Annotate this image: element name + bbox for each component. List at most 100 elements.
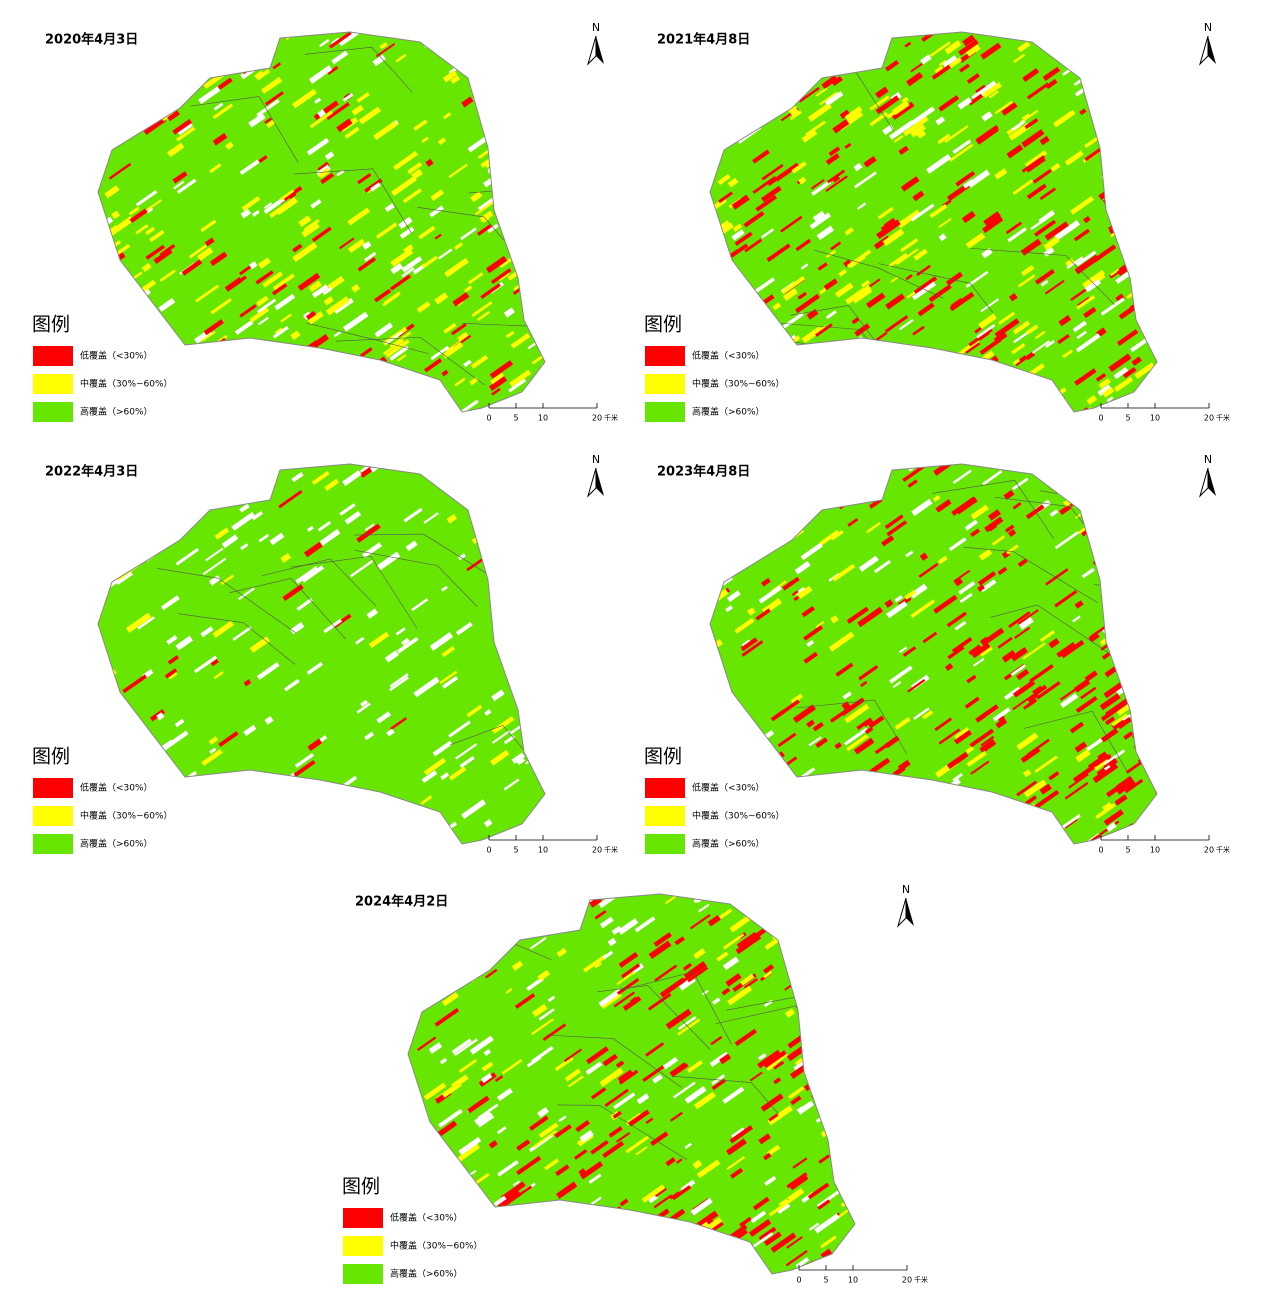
scale-label: 20 bbox=[1204, 846, 1214, 855]
cover-patch bbox=[1058, 315, 1072, 327]
cover-patch bbox=[1147, 140, 1157, 158]
cover-patch bbox=[689, 914, 711, 930]
cover-patch bbox=[938, 217, 952, 229]
cover-patch bbox=[1122, 366, 1137, 379]
cover-patch bbox=[362, 241, 372, 250]
cover-patch bbox=[714, 108, 733, 123]
cover-patch bbox=[267, 379, 289, 397]
cover-patch bbox=[329, 399, 352, 412]
cover-patch bbox=[1143, 139, 1155, 149]
cover-patch bbox=[986, 404, 1001, 412]
cover-patch bbox=[852, 287, 873, 304]
cover-patch bbox=[847, 518, 859, 527]
cover-patch bbox=[1083, 306, 1097, 319]
cover-patch bbox=[695, 1232, 707, 1242]
cover-patch bbox=[590, 1140, 609, 1155]
cover-patch bbox=[429, 632, 454, 651]
cover-patch bbox=[776, 61, 801, 80]
cover-patch bbox=[290, 826, 310, 841]
cover-patch bbox=[1161, 94, 1175, 105]
cover-patch bbox=[208, 736, 219, 745]
cover-patch bbox=[647, 1250, 669, 1267]
scale-label: 5 bbox=[513, 414, 518, 423]
cover-patch bbox=[730, 917, 748, 932]
cover-patch bbox=[544, 1158, 559, 1171]
cover-patch bbox=[1096, 543, 1115, 559]
cover-patch bbox=[645, 1117, 654, 1125]
cover-patch bbox=[733, 296, 743, 305]
cover-patch bbox=[125, 612, 152, 633]
cover-patch bbox=[800, 542, 823, 561]
cover-patch bbox=[677, 1016, 697, 1030]
cover-patch bbox=[431, 978, 444, 989]
cover-patch bbox=[450, 75, 461, 85]
cover-patch bbox=[944, 663, 954, 671]
cover-patch bbox=[408, 1122, 425, 1137]
cover-patch bbox=[303, 218, 320, 232]
cover-patch bbox=[179, 56, 204, 76]
cover-patch bbox=[791, 822, 805, 834]
cover-patch bbox=[607, 1242, 624, 1257]
cover-patch bbox=[741, 894, 751, 902]
cover-patch bbox=[339, 503, 356, 516]
cover-patch bbox=[1013, 330, 1031, 344]
cover-patch bbox=[952, 139, 972, 155]
cover-patch bbox=[965, 232, 986, 249]
cover-patch bbox=[580, 1213, 602, 1230]
cover-patch bbox=[594, 962, 602, 969]
cover-patch bbox=[1106, 520, 1131, 539]
cover-patch bbox=[1088, 631, 1100, 643]
cover-patch bbox=[617, 918, 639, 935]
cover-patch bbox=[516, 207, 531, 220]
cover-patch bbox=[360, 699, 369, 707]
cover-patch bbox=[504, 46, 518, 57]
cover-patch bbox=[676, 1158, 683, 1164]
cover-patch bbox=[318, 38, 330, 48]
cover-patch bbox=[1021, 264, 1035, 277]
cover-patch bbox=[317, 787, 332, 800]
cover-patch bbox=[522, 55, 542, 72]
legend-swatch bbox=[343, 1236, 383, 1256]
cover-patch bbox=[898, 145, 909, 156]
cover-patch bbox=[1049, 509, 1059, 518]
cover-patch bbox=[438, 1249, 459, 1267]
cover-patch bbox=[955, 384, 978, 402]
cover-patch bbox=[214, 527, 230, 540]
cover-patch bbox=[778, 1198, 789, 1207]
cover-patch bbox=[711, 516, 731, 531]
cover-patch bbox=[542, 1023, 567, 1042]
cover-patch bbox=[720, 222, 734, 235]
cover-patch bbox=[801, 605, 816, 618]
cover-patch bbox=[978, 548, 993, 561]
cover-patch bbox=[729, 708, 747, 723]
north-arrow bbox=[1208, 468, 1216, 496]
cover-patch bbox=[480, 283, 501, 300]
cover-patch bbox=[1155, 138, 1157, 158]
cover-patch bbox=[1095, 372, 1107, 382]
cover-patch bbox=[186, 62, 212, 82]
cover-patch bbox=[452, 1186, 475, 1204]
cover-patch bbox=[589, 1216, 604, 1229]
legend-label: 中覆盖（30%~60%） bbox=[692, 378, 785, 390]
cover-patch bbox=[1012, 358, 1021, 366]
cover-patch bbox=[834, 742, 842, 750]
district-boundary bbox=[306, 322, 430, 355]
cover-patch bbox=[167, 655, 180, 665]
cover-patch bbox=[1102, 596, 1118, 611]
cover-patch bbox=[547, 36, 572, 55]
cover-patch bbox=[1104, 764, 1111, 771]
cover-patch bbox=[1017, 609, 1039, 625]
cover-patch bbox=[959, 592, 973, 604]
cover-patch bbox=[819, 91, 838, 106]
cover-patch bbox=[204, 237, 215, 247]
cover-patch bbox=[917, 302, 935, 317]
cover-patch bbox=[471, 301, 493, 317]
cover-patch bbox=[168, 730, 189, 747]
cover-patch bbox=[273, 273, 295, 291]
cover-patch bbox=[906, 72, 924, 87]
cover-patch bbox=[721, 987, 731, 996]
cover-patch bbox=[754, 344, 763, 351]
cover-patch bbox=[1143, 195, 1155, 205]
cover-patch bbox=[209, 163, 222, 174]
cover-patch bbox=[1001, 650, 1017, 663]
